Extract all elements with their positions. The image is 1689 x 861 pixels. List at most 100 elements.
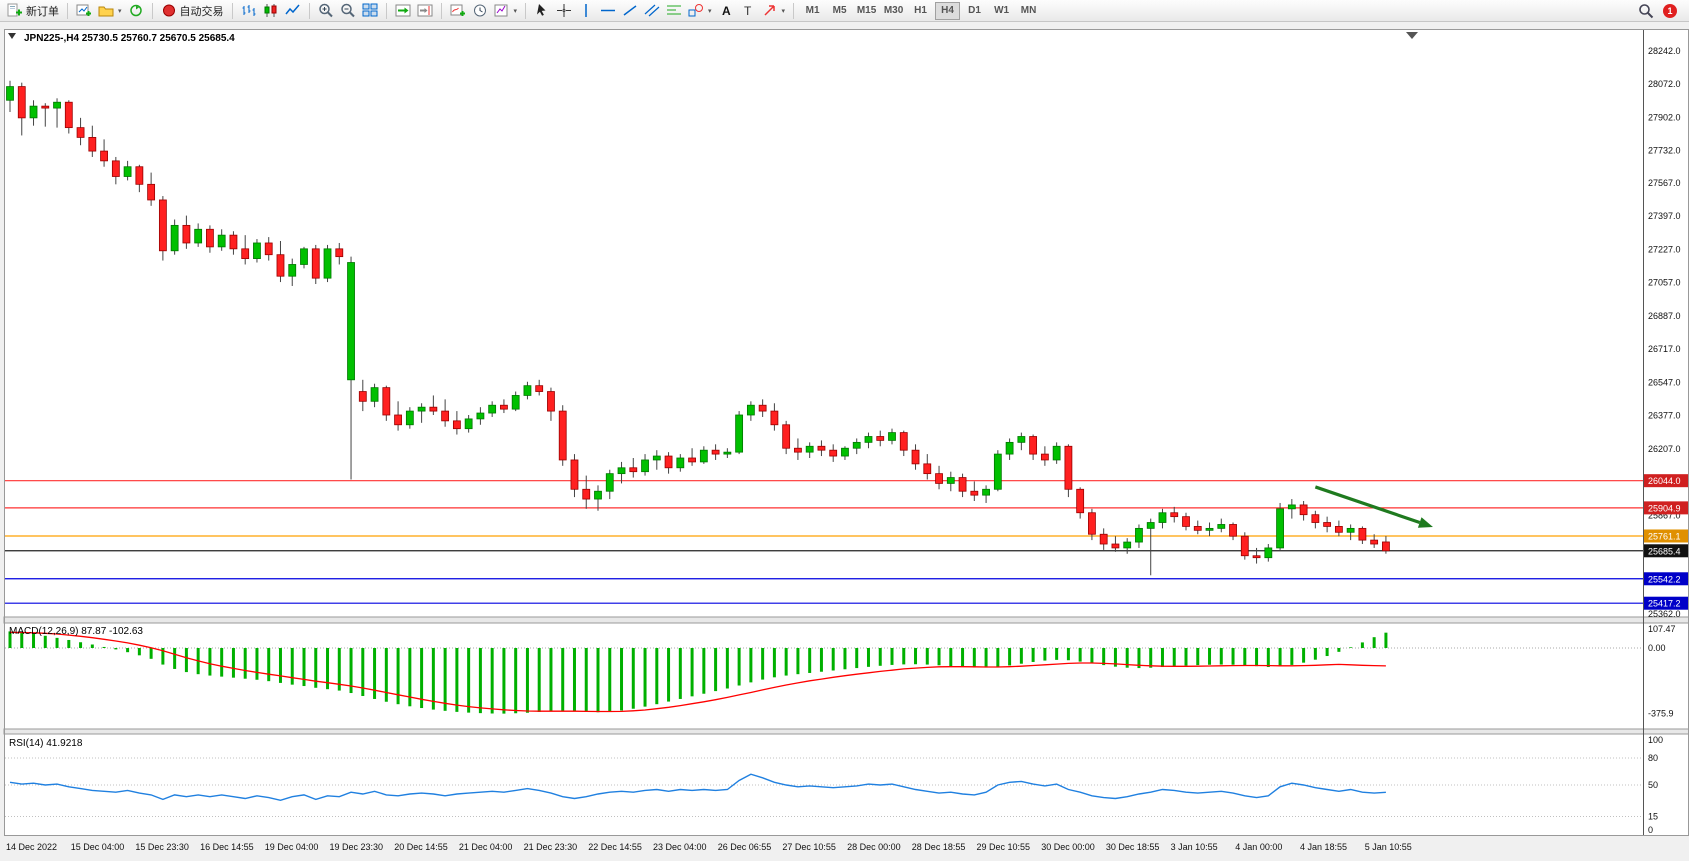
timeframe-m1-button[interactable]: M1: [800, 2, 825, 20]
support-line-2-badge: [1644, 596, 1688, 610]
candle-body: [664, 455, 673, 469]
candle-body: [1299, 504, 1308, 516]
templates-button[interactable]: ▾: [491, 1, 521, 21]
candlestick-icon: [263, 3, 279, 18]
clock-icon: [472, 3, 488, 18]
add-indicator-button[interactable]: [447, 1, 469, 21]
time-axis-label: 4 Jan 18:55: [1300, 842, 1347, 852]
new-chart-button[interactable]: [73, 1, 95, 21]
price-axis-label: 27732.0: [1648, 146, 1681, 156]
text-icon: A: [718, 3, 734, 18]
candle-body: [335, 248, 344, 258]
candle-body: [217, 234, 226, 248]
chart-background[interactable]: [4, 29, 1689, 835]
timeframe-mn-button[interactable]: MN: [1016, 2, 1041, 20]
timeframe-d1-button[interactable]: D1: [962, 2, 987, 20]
candle-body: [476, 412, 485, 420]
timeframe-h1-button[interactable]: H1: [908, 2, 933, 20]
horizontal-line-button[interactable]: [597, 1, 619, 21]
timeframe-m15-button[interactable]: M15: [854, 2, 879, 20]
candle-body: [1346, 527, 1355, 533]
candle-body: [805, 445, 814, 453]
fibonacci-icon: [666, 3, 682, 18]
candlestick-chart-button[interactable]: [260, 1, 282, 21]
candle-body: [264, 242, 273, 256]
rsi-axis-label: 0: [1648, 825, 1653, 835]
candle-body: [17, 86, 26, 119]
candle-body: [594, 490, 602, 500]
candle-body: [1382, 541, 1390, 552]
macd-axis-label: -375.9: [1648, 709, 1674, 719]
trend-arrow-annotation[interactable]: [1314, 485, 1421, 525]
new-order-button[interactable]: 新订单: [4, 1, 62, 21]
candle-body: [1217, 524, 1226, 529]
zoom-out-button[interactable]: [337, 1, 359, 21]
periods-button[interactable]: [469, 1, 491, 21]
rsi-line: [9, 773, 1386, 802]
price-axis-label: 27567.0: [1648, 178, 1681, 188]
chart-title: JPN225-,H4 25730.5 25760.7 25670.5 25685…: [24, 33, 235, 44]
channel-button[interactable]: [641, 1, 663, 21]
price-axis-label: 28072.0: [1648, 79, 1681, 89]
chart-shift-marker[interactable]: [1406, 32, 1418, 39]
tile-windows-button[interactable]: [359, 1, 381, 21]
time-axis-label: 14 Dec 2022: [6, 842, 57, 852]
candle-body: [464, 418, 473, 430]
candle-body: [111, 160, 120, 177]
search-button[interactable]: [1635, 1, 1657, 21]
shapes-button[interactable]: ▾: [685, 1, 715, 21]
cursor-button[interactable]: [531, 1, 553, 21]
crosshair-button[interactable]: [553, 1, 575, 21]
price-axis-label: 26207.0: [1648, 444, 1681, 454]
trendline-button[interactable]: [619, 1, 641, 21]
candle-body: [911, 449, 920, 465]
chart-shift-button[interactable]: [414, 1, 436, 21]
one-click-trading-toggle[interactable]: [8, 33, 16, 39]
panel-separator[interactable]: [3, 728, 1689, 735]
support-line-1-badge: [1644, 572, 1688, 586]
new-chart-icon: [76, 3, 92, 18]
candle-body: [1064, 445, 1073, 490]
candle-body: [1205, 527, 1214, 531]
notification-badge[interactable]: 1: [1663, 3, 1677, 18]
time-axis-label: 3 Jan 10:55: [1171, 842, 1218, 852]
candle-body: [923, 463, 932, 475]
candle-body: [123, 166, 132, 177]
text-button[interactable]: A: [715, 1, 737, 21]
rsi-axis-label: 80: [1648, 753, 1658, 763]
candle-body: [935, 473, 943, 484]
tile-windows-icon: [362, 3, 378, 18]
navigator-button[interactable]: [125, 1, 147, 21]
resistance-line-2-badge: [1644, 501, 1688, 515]
candle-body: [570, 459, 579, 490]
panel-separator[interactable]: [3, 616, 1689, 624]
candle-body: [64, 101, 73, 129]
candle-body: [746, 404, 755, 416]
zoom-in-button[interactable]: [315, 1, 337, 21]
timeframe-w1-button[interactable]: W1: [989, 2, 1014, 20]
timeframe-m5-button[interactable]: M5: [827, 2, 852, 20]
price-axis-label: 25867.0: [1648, 510, 1681, 520]
candle-body: [1170, 512, 1179, 518]
autotrading-button[interactable]: 自动交易: [158, 1, 227, 21]
bar-chart-button[interactable]: [238, 1, 260, 21]
line-chart-button[interactable]: [282, 1, 304, 21]
timeframe-h4-button[interactable]: H4: [935, 1, 961, 20]
time-axis-label: 19 Dec 23:30: [330, 842, 384, 852]
vertical-line-button[interactable]: [575, 1, 597, 21]
auto-scroll-button[interactable]: [392, 1, 414, 21]
candle-body: [1123, 541, 1132, 549]
trend-arrow-head[interactable]: [1417, 517, 1433, 528]
fibonacci-button[interactable]: [663, 1, 685, 21]
candle-body: [347, 262, 355, 381]
candle-body: [394, 414, 402, 426]
text-label-button[interactable]: T: [737, 1, 759, 21]
arrows-button[interactable]: ▾: [759, 1, 789, 21]
timeframe-m30-button[interactable]: M30: [881, 2, 906, 20]
shapes-dropdown-caret: ▾: [708, 7, 712, 15]
candle-body: [993, 453, 1002, 490]
profiles-button[interactable]: ▾: [95, 1, 125, 21]
candle-body: [641, 459, 649, 473]
price-axis-label: 27227.0: [1648, 244, 1681, 254]
